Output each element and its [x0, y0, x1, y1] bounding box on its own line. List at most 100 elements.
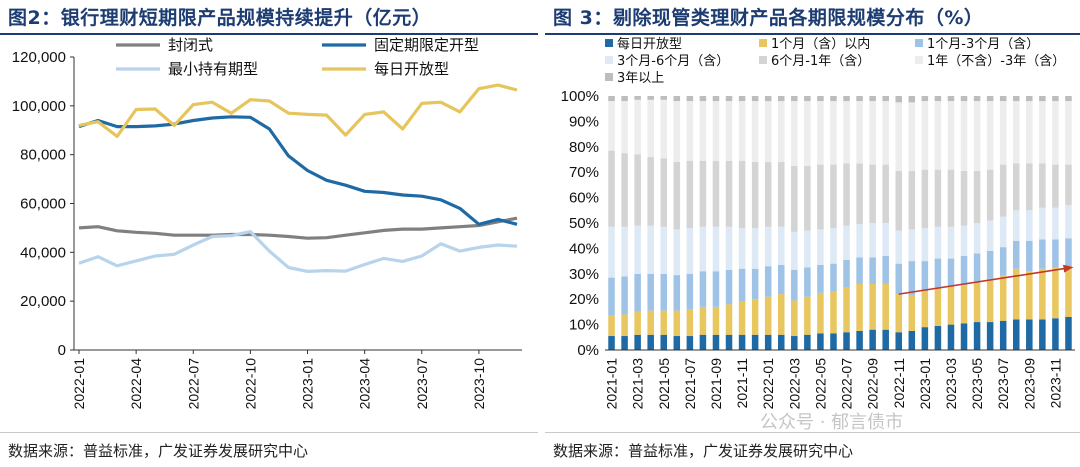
bar-segment-4 [973, 170, 981, 223]
bar-segment-2 [1012, 240, 1020, 269]
bar-segment-4 [725, 160, 733, 227]
right-x-tick-label: 2023-09 [1021, 358, 1037, 410]
left-x-tick-label: 2022-01 [71, 358, 87, 410]
bar-segment-5 [777, 101, 785, 163]
bar-segment-0 [921, 327, 929, 350]
bar-segment-1 [673, 310, 681, 337]
bar-segment-0 [725, 334, 733, 350]
bar-segment-2 [908, 261, 916, 296]
bar-segment-4 [921, 169, 929, 229]
bar-segment-4 [882, 164, 889, 223]
bar-segment-1 [608, 315, 615, 337]
bar-segment-0 [908, 330, 916, 350]
bar-segment-4 [986, 169, 994, 221]
bar-segment-1 [843, 287, 850, 333]
bar-segment-3 [673, 229, 681, 276]
bar-segment-5 [960, 101, 968, 171]
bar-segment-6 [791, 96, 798, 102]
bar-segment-1 [751, 299, 759, 335]
bar-segment-1 [973, 281, 981, 323]
legend-label: 3个月-6个月（含） [617, 53, 729, 69]
left-x-tick-label: 2023-10 [471, 358, 487, 410]
bar-segment-1 [947, 286, 955, 325]
right-x-tick-label: 2023-03 [943, 358, 959, 410]
bar-segment-4 [908, 170, 916, 230]
bar-segment-6 [1065, 96, 1072, 102]
left-x-tick-label: 2023-01 [300, 358, 316, 410]
bar-segment-1 [1012, 268, 1020, 320]
bar-segment-6 [882, 96, 889, 102]
bar-segment-4 [712, 160, 720, 227]
bar-segment-6 [999, 96, 1007, 102]
bar-segment-2 [973, 253, 981, 282]
bar-segment-6 [699, 96, 707, 102]
bar-segment-2 [804, 267, 811, 297]
bar-segment-1 [1026, 271, 1033, 320]
left-x-tick-label: 2022-10 [242, 358, 258, 410]
right-chart-source: 数据来源：普益标准，广发证券发展研究中心 [553, 442, 854, 460]
bar-segment-5 [647, 99, 654, 157]
bar-segment-6 [725, 96, 733, 102]
bar-segment-3 [999, 216, 1007, 248]
bar-segment-4 [1026, 163, 1033, 211]
bar-segment-5 [921, 101, 929, 170]
bar-segment-3 [960, 225, 968, 257]
bar-segment-4 [647, 156, 654, 226]
legend-swatch [605, 73, 613, 81]
right-x-tick-label: 2021-11 [734, 358, 750, 409]
bar-segment-5 [1026, 101, 1033, 164]
bar-segment-2 [960, 256, 968, 286]
bar-segment-6 [621, 96, 628, 102]
right-x-tick-label: 2021-01 [604, 358, 620, 410]
bar-segment-0 [895, 332, 903, 350]
left-y-tick-label: 80,000 [20, 147, 66, 164]
bar-segment-0 [608, 336, 615, 350]
bar-segment-3 [1012, 210, 1020, 241]
bar-segment-5 [895, 102, 903, 171]
bar-segment-6 [686, 96, 694, 102]
bar-segment-6 [647, 96, 654, 100]
bar-segment-3 [1026, 210, 1033, 241]
bar-segment-0 [830, 333, 837, 350]
left-title-rule [0, 33, 538, 35]
bar-segment-5 [908, 102, 916, 171]
bar-segment-1 [882, 283, 889, 330]
bar-segment-4 [699, 160, 707, 227]
bar-segment-0 [751, 334, 759, 350]
bar-segment-6 [960, 96, 968, 102]
bar-segment-0 [699, 334, 707, 350]
bar-segment-1 [921, 291, 929, 328]
right-y-tick-label: 0% [577, 342, 599, 359]
right-title-rule [545, 33, 1080, 35]
left-x-tick-label: 2023-04 [357, 358, 373, 410]
bar-segment-6 [777, 96, 785, 102]
bar-segment-4 [634, 154, 641, 226]
bar-segment-2 [947, 258, 955, 287]
bar-segment-5 [1065, 101, 1072, 165]
bar-segment-1 [908, 295, 916, 331]
bar-segment-4 [947, 169, 955, 227]
bar-segment-4 [895, 170, 903, 231]
legend-label: 3年以上 [617, 71, 664, 86]
bar-segment-5 [621, 101, 628, 154]
bar-segment-3 [712, 226, 720, 272]
bar-segment-6 [1012, 96, 1020, 102]
bar-segment-0 [777, 334, 785, 350]
bar-segment-2 [895, 263, 903, 295]
legend-label: 每日开放型 [617, 36, 682, 52]
left-line-chart: 0 20,000 40,000 60,000 80,000 100,000 120,000 2… [12, 36, 522, 410]
bar-segment-2 [1026, 240, 1033, 272]
bar-segment-2 [843, 259, 850, 288]
bar-segment-3 [791, 231, 798, 270]
bar-segment-1 [869, 283, 876, 330]
bar-segment-5 [804, 101, 811, 166]
bar-segment-3 [725, 226, 733, 270]
bar-segment-2 [725, 269, 733, 305]
bar-segment-6 [973, 96, 981, 102]
bar-segment-5 [764, 101, 772, 163]
bar-segment-2 [817, 264, 824, 293]
bar-segment-3 [843, 225, 850, 260]
bar-segment-5 [1039, 101, 1046, 164]
bar-segment-2 [608, 277, 615, 316]
bar-segment-0 [764, 334, 772, 350]
